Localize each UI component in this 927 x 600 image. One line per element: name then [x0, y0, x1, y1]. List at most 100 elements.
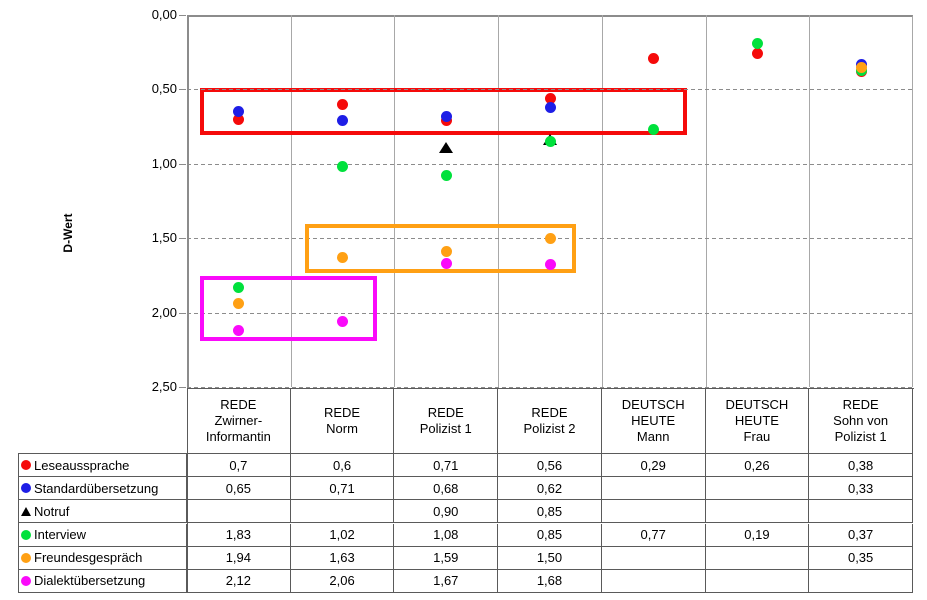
- category-label-line: Sohn von: [833, 413, 889, 428]
- value-cell: 1,68: [498, 569, 602, 593]
- gridline-horizontal: [187, 163, 913, 165]
- category-label-line: Polizist 2: [523, 421, 576, 436]
- data-point: [648, 52, 660, 64]
- series-legend-cell: Dialektübersetzung: [18, 569, 187, 593]
- value-cell: 1,67: [394, 569, 499, 593]
- value-cell: 0,56: [498, 454, 602, 478]
- data-point: [440, 170, 452, 182]
- legend-dot-icon: [21, 575, 31, 586]
- y-axis-tick-label: 2,00: [151, 304, 177, 320]
- legend-dot-icon: [21, 483, 31, 494]
- value-cell: 0,19: [705, 523, 810, 547]
- category-label-line: REDE: [220, 397, 257, 412]
- category-header-cell: REDE Sohn von Polizist 1: [809, 389, 913, 454]
- category-label-line: REDE: [323, 405, 361, 420]
- data-point: [337, 252, 349, 264]
- value-cell: 0,85: [498, 500, 602, 524]
- value-cell: 1,63: [290, 546, 395, 570]
- table-header-top-border: [187, 388, 914, 389]
- data-point: [544, 92, 556, 104]
- y-axis-tick: [179, 15, 186, 16]
- category-header-cell: DEUTSCH HEUTE Frau: [705, 389, 810, 454]
- value-cell: [290, 500, 395, 524]
- legend-label: Leseaussprache: [34, 457, 130, 473]
- value-cell: 0,68: [394, 477, 499, 501]
- legend-dot-icon: [21, 529, 31, 540]
- category-label-line: Frau: [743, 429, 771, 444]
- data-point: [440, 257, 452, 269]
- data-point: [440, 110, 452, 122]
- gridline-horizontal: [187, 89, 913, 91]
- data-point: [751, 48, 763, 60]
- data-point: [440, 246, 452, 258]
- value-cell: [601, 477, 706, 501]
- category-label-line: REDE: [427, 405, 464, 420]
- legend-dot-icon: [21, 552, 31, 563]
- data-point: [544, 232, 556, 244]
- category-label-line: REDE: [842, 397, 879, 412]
- series-legend-cell: Freundesgespräch: [18, 546, 187, 570]
- table-left-border: [187, 388, 188, 593]
- category-header-cell: REDE Polizist 2: [498, 389, 602, 454]
- data-point: [337, 98, 349, 110]
- series-legend-cell: Standardübersetzung: [18, 477, 187, 501]
- value-cell: 1,02: [290, 523, 395, 547]
- gridline-horizontal: [187, 312, 913, 314]
- series-legend-cell: Interview: [18, 523, 187, 547]
- data-point: [544, 101, 556, 113]
- y-axis-tick: [179, 312, 186, 314]
- data-point: [751, 37, 763, 49]
- series-legend-cell: Leseaussprache: [18, 454, 187, 478]
- value-cell: 0,26: [705, 454, 810, 478]
- value-cell: [601, 500, 706, 524]
- value-cell: 0,62: [498, 477, 602, 501]
- value-cell: 0,85: [498, 523, 602, 547]
- value-cell: 2,12: [187, 569, 291, 593]
- value-cell: 0,6: [290, 454, 395, 478]
- value-cell: 1,50: [498, 546, 602, 570]
- value-cell: 0,90: [394, 500, 499, 524]
- value-cell: [705, 477, 810, 501]
- column-separator: [498, 15, 500, 387]
- value-cell: [809, 500, 913, 524]
- data-point: [855, 61, 867, 73]
- value-cell: 1,08: [394, 523, 499, 547]
- data-point: [337, 161, 349, 173]
- category-header-cell: REDE Polizist 1: [394, 389, 499, 454]
- data-point: [233, 298, 245, 310]
- legend-label: Notruf: [34, 503, 70, 519]
- legend-triangle-icon: [21, 506, 31, 516]
- category-label-line: Polizist 1: [419, 421, 472, 436]
- y-axis-tick-label: 1,50: [151, 230, 177, 246]
- category-label-line: HEUTE: [734, 413, 779, 428]
- column-separator: [705, 15, 707, 387]
- value-cell: [809, 569, 913, 593]
- data-point: [233, 106, 245, 118]
- value-cell: 2,06: [290, 569, 395, 593]
- legend-dot-icon: [21, 460, 31, 471]
- category-label-line: Informantin: [205, 429, 271, 444]
- column-separator: [290, 15, 292, 387]
- category-label-line: DEUTSCH: [621, 397, 685, 412]
- value-cell: [187, 500, 291, 524]
- category-label-line: DEUTSCH: [725, 397, 789, 412]
- value-cell: [705, 546, 810, 570]
- data-point: [544, 135, 556, 147]
- value-cell: [601, 546, 706, 570]
- value-cell: [705, 569, 810, 593]
- value-cell: [705, 500, 810, 524]
- category-label-line: Norm: [326, 421, 358, 436]
- value-cell: 0,71: [290, 477, 395, 501]
- annotation-magenta-box: [199, 276, 377, 341]
- y-axis-tick: [179, 387, 186, 388]
- column-separator: [394, 15, 396, 387]
- data-point: [233, 324, 245, 336]
- data-point-triangle: [439, 141, 454, 153]
- y-axis-tick: [179, 163, 186, 165]
- gridline-horizontal: [187, 387, 913, 388]
- legend-label: Freundesgespräch: [34, 550, 143, 566]
- column-separator: [601, 15, 603, 387]
- value-cell: 0,29: [601, 454, 706, 478]
- legend-left-border: [18, 453, 19, 593]
